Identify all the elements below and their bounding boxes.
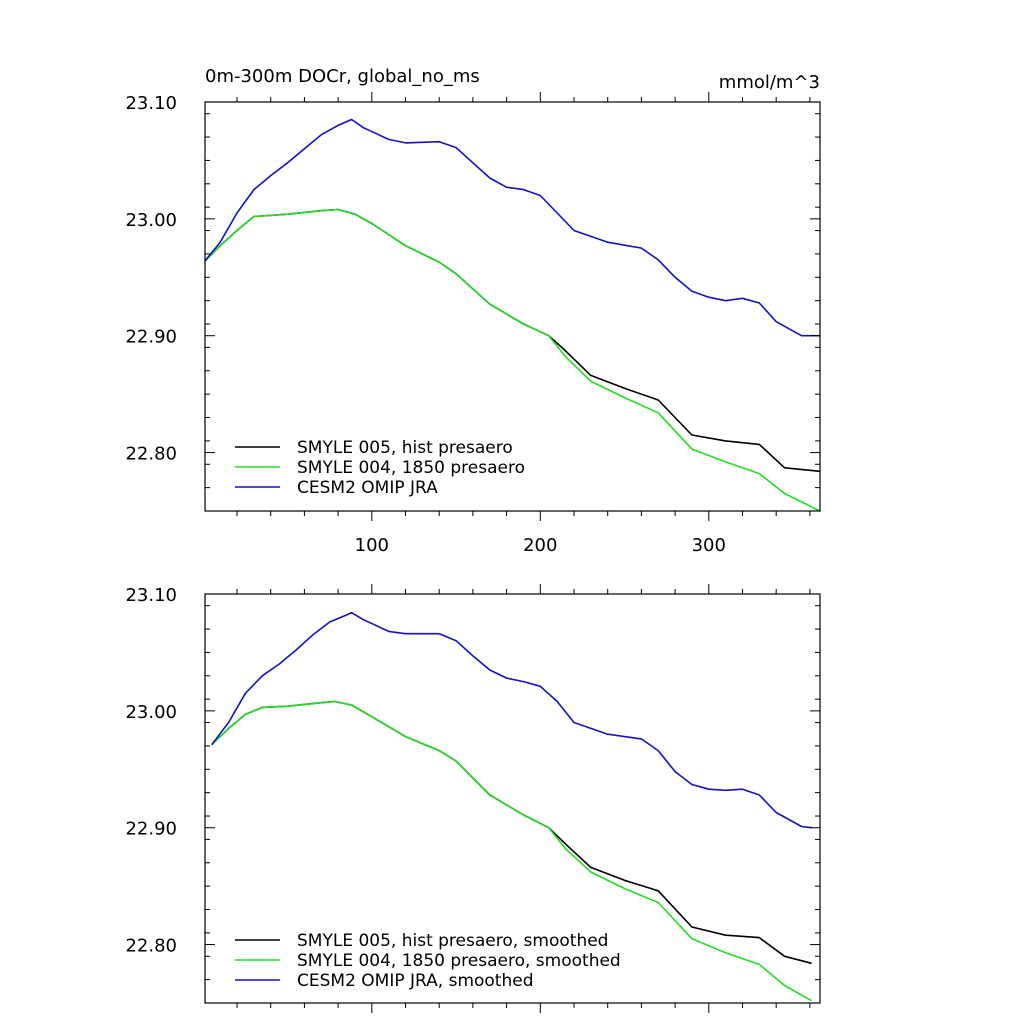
y-tick-label: 22.80: [125, 444, 177, 465]
legend-label: SMYLE 004, 1850 presaero: [297, 458, 525, 478]
bottom-panel: 22.80 22.90 23.00 23.10 SMYLE 005, hist pre…: [125, 584, 821, 1013]
y-tick-label: 22.90: [125, 327, 177, 348]
series-line-3: [204, 118, 820, 337]
plot-frame: [204, 101, 821, 512]
y-tick-label: 22.80: [125, 936, 177, 957]
x-tick-label: 200: [523, 535, 557, 556]
legend-label: SMYLE 004, 1850 presaero, smoothed: [297, 951, 621, 971]
series-line-2: [211, 700, 812, 1002]
legend-label: SMYLE 005, hist presaero, smoothed: [297, 931, 608, 951]
chart-title: 0m-300m DOCr, global_no_ms: [205, 66, 480, 87]
series-line-2: [204, 208, 821, 512]
series-line-1: [211, 700, 812, 965]
y-tick-label: 23.10: [125, 93, 177, 114]
plot-frame: [204, 593, 821, 1004]
units-label: mmol/m^3: [719, 72, 820, 93]
x-tick-label: 300: [692, 535, 726, 556]
legend: SMYLE 005, hist presaero, smoothedSMYLE …: [235, 931, 621, 991]
top-panel: 0m-300m DOCr, global_no_ms mmol/m^3 22.8…: [125, 66, 821, 556]
y-tick-label: 23.00: [125, 702, 177, 723]
legend-label: CESM2 OMIP JRA: [297, 478, 438, 498]
legend-label: SMYLE 005, hist presaero: [297, 438, 513, 458]
series-line-3: [211, 611, 812, 829]
y-tick-label: 22.90: [125, 819, 177, 840]
series-line-1: [204, 208, 821, 473]
y-tick-label: 23.00: [125, 210, 177, 231]
legend-label: CESM2 OMIP JRA, smoothed: [297, 971, 534, 991]
x-tick-label: 100: [355, 535, 389, 556]
y-tick-label: 23.10: [125, 585, 177, 606]
